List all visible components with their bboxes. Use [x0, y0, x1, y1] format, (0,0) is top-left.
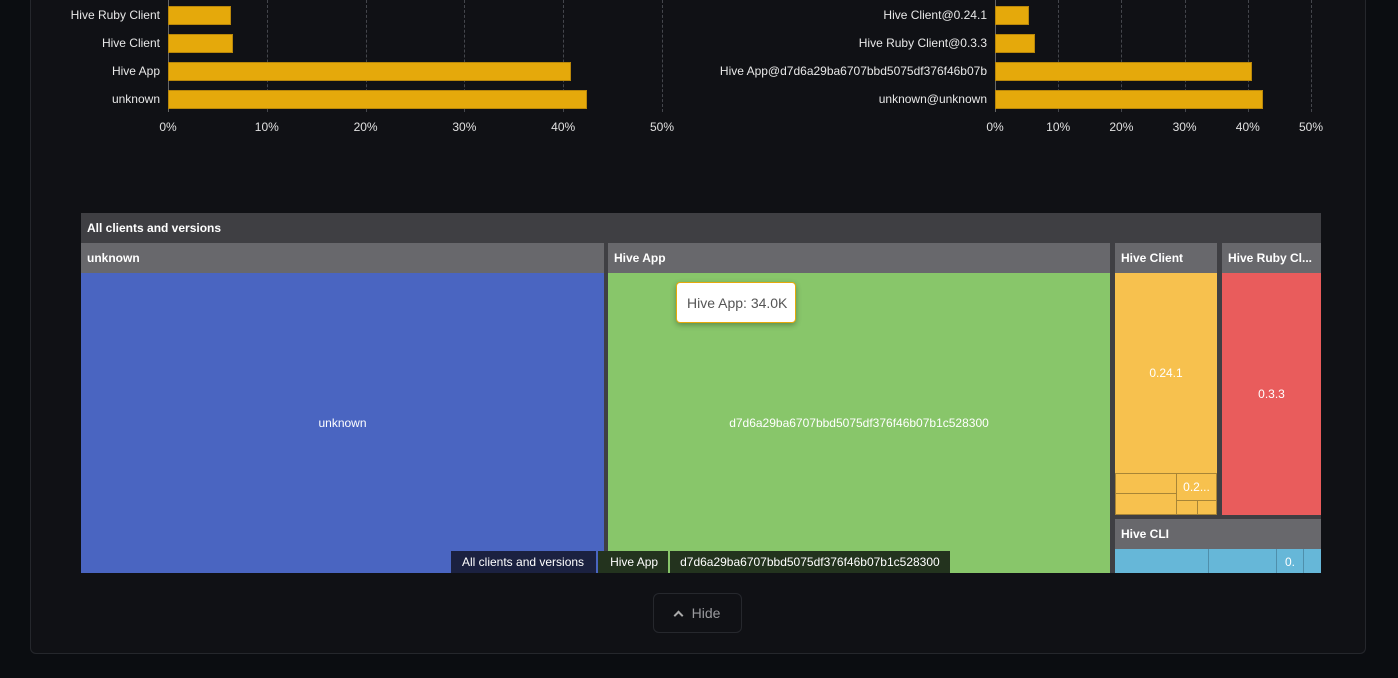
category-label: Hive App@d7d6a29ba6707bbd5075df376f46b07… — [719, 64, 987, 78]
gridline — [662, 0, 663, 112]
x-tick-label: 10% — [1046, 120, 1071, 134]
x-tick-label: 30% — [1172, 120, 1197, 134]
breadcrumb: All clients and versions Hive App d7d6a2… — [451, 551, 950, 573]
breadcrumb-item-leaf[interactable]: d7d6a29ba6707bbd5075df376f46b07b1c528300 — [670, 551, 950, 573]
cell-hive-client-small[interactable]: 0.2... — [1176, 473, 1217, 501]
y-axis — [995, 0, 996, 112]
gridline — [1311, 0, 1312, 112]
category-label: Hive Ruby Client@0.3.3 — [858, 36, 987, 50]
hide-button[interactable]: Hide — [653, 593, 742, 633]
group-header-hive-app[interactable]: Hive App — [608, 243, 1110, 273]
x-tick-label: 0% — [159, 120, 177, 134]
cell-hive-cli[interactable]: 0. — [1277, 549, 1304, 573]
gridline — [563, 0, 565, 112]
cell-hive-client-small[interactable] — [1197, 500, 1217, 515]
treemap: All clients and versions unknown unknown… — [81, 213, 1321, 573]
group-header-hive-cli[interactable]: Hive CLI — [1115, 519, 1321, 549]
category-label: unknown@unknown — [878, 92, 987, 106]
left-bar-chart: 0% 10% 20% 30% 40% 50% Hive Ruby Client Hive Cl… — [0, 0, 700, 140]
cell-hive-client-small[interactable] — [1176, 500, 1198, 515]
gridline — [464, 0, 466, 112]
group-header-unknown[interactable]: unknown — [81, 243, 604, 273]
x-tick-label: 20% — [353, 120, 378, 134]
category-label: unknown — [111, 92, 160, 106]
x-tick-label: 50% — [649, 120, 675, 134]
category-label: Hive Client@0.24.1 — [883, 8, 987, 22]
bar[interactable] — [168, 6, 232, 25]
gridline — [1121, 0, 1123, 112]
right-bar-chart: 0% 10% 20% 30% 40% 50% Hive Client@0.24.1 Hive … — [700, 0, 1360, 140]
cell-hive-app-version[interactable]: d7d6a29ba6707bbd5075df376f46b07b1c528300 — [608, 273, 1110, 573]
breadcrumb-item-root[interactable]: All clients and versions — [451, 551, 599, 573]
gridline — [1184, 0, 1186, 112]
bar[interactable] — [168, 34, 234, 53]
category-label: Hive Client — [101, 36, 160, 50]
bar[interactable] — [168, 90, 587, 109]
x-tick-label: 10% — [254, 120, 279, 134]
cell-hive-cli[interactable] — [1304, 549, 1321, 573]
chevron-up-icon — [673, 610, 684, 620]
x-tick-label: 50% — [1298, 120, 1324, 134]
cell-hive-client-small[interactable] — [1115, 473, 1177, 494]
treemap-root-header[interactable]: All clients and versions — [81, 213, 1321, 243]
cell-hive-client-version[interactable]: 0.24.1 — [1115, 273, 1217, 473]
x-tick-label: 20% — [1109, 120, 1134, 134]
cell-hive-cli[interactable] — [1209, 549, 1277, 573]
cell-unknown[interactable]: unknown — [81, 273, 604, 573]
bar[interactable] — [168, 62, 572, 81]
category-label: Hive Ruby Client — [70, 8, 160, 22]
y-axis — [168, 0, 169, 112]
gridline — [266, 0, 268, 112]
gridline — [1247, 0, 1249, 112]
group-header-hive-ruby-client[interactable]: Hive Ruby Cl... — [1222, 243, 1321, 273]
bar[interactable] — [995, 6, 1030, 25]
hide-label: Hide — [691, 605, 721, 621]
x-tick-label: 30% — [452, 120, 477, 134]
tooltip: Hive App: 34.0K — [676, 282, 796, 323]
gridline — [1058, 0, 1060, 112]
x-tick-label: 40% — [1235, 120, 1260, 134]
breadcrumb-item-group[interactable]: Hive App — [598, 551, 671, 573]
cell-hive-cli[interactable] — [1115, 549, 1209, 573]
bar[interactable] — [995, 90, 1263, 109]
bar[interactable] — [995, 62, 1253, 81]
x-tick-label: 0% — [986, 120, 1004, 134]
x-tick-label: 40% — [551, 120, 576, 134]
gridline — [365, 0, 367, 112]
cell-hive-ruby-version[interactable]: 0.3.3 — [1222, 273, 1321, 515]
group-header-hive-client[interactable]: Hive Client — [1115, 243, 1217, 273]
cell-hive-client-small[interactable] — [1115, 493, 1177, 515]
bar[interactable] — [995, 34, 1035, 53]
category-label: Hive App — [111, 64, 160, 78]
